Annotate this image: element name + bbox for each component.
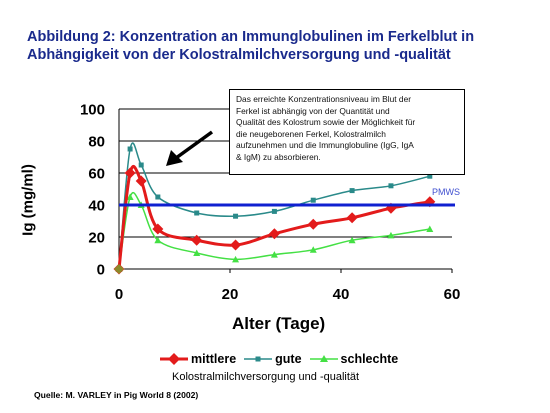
- legend-swatch-gute: [244, 356, 273, 362]
- note-line: Ferkel ist abhängig von der Quantität un…: [236, 105, 390, 116]
- note-line: aufzunehmen und die Immunglobuline (IgG,…: [236, 140, 414, 150]
- data-point-schlechte: [348, 236, 356, 244]
- data-point-schlechte: [309, 246, 317, 253]
- series-layer: [113, 142, 436, 275]
- data-point-mittlere: [135, 175, 147, 187]
- legend-label-mittlere: mittlere: [191, 352, 237, 366]
- legend: mittlere gute schlechte: [160, 352, 406, 366]
- x-tick-label: 20: [222, 286, 239, 303]
- y-tick-label: 20: [88, 230, 105, 247]
- note-line: & IgM) zu absorbieren.: [236, 151, 321, 162]
- data-point-gute: [127, 146, 133, 152]
- arrow-shaft: [174, 130, 214, 160]
- title-line-1: Abbildung 2: Konzentration an Immunglobu…: [27, 29, 475, 45]
- data-point-schlechte: [232, 255, 240, 263]
- origin-marker: [114, 264, 124, 274]
- pmws-reference: PMWS: [119, 187, 460, 207]
- data-point-mittlere: [191, 234, 203, 246]
- note-line: Das erreichte Konzentrationsniveau im Bl…: [236, 94, 412, 104]
- y-tick-label: 100: [80, 102, 105, 119]
- x-axis-label: Alter (Tage): [232, 314, 326, 333]
- data-point-mittlere: [124, 167, 136, 179]
- data-point-mittlere: [307, 218, 319, 230]
- y-axis-label: Ig (mg/ml): [19, 164, 37, 236]
- data-point-mittlere: [152, 223, 164, 235]
- legend-caption: Kolostralmilchversorgung und -qualität: [172, 371, 360, 383]
- data-point-mittlere: [268, 228, 280, 240]
- data-point-schlechte: [193, 249, 201, 256]
- data-point-schlechte: [426, 225, 434, 232]
- y-tick-label: 0: [97, 262, 105, 279]
- annotation-box: Das erreichte Konzentrationsniveau im Bl…: [229, 89, 465, 175]
- pmws-label: PMWS: [432, 187, 460, 197]
- data-point-gute: [271, 208, 277, 214]
- x-tick-label: 60: [444, 286, 461, 303]
- y-tick-label: 60: [88, 166, 105, 183]
- title-line-2: Abhängigkeit von der Kolostralmilchverso…: [27, 47, 451, 63]
- data-point-gute: [155, 194, 161, 200]
- data-point-schlechte: [154, 236, 162, 244]
- data-point-gute: [194, 210, 200, 216]
- chart-title: Abbildung 2: Konzentration an Immunglobu…: [27, 28, 542, 64]
- legend-item-gute: gute: [244, 352, 302, 366]
- legend-swatch-mittlere: [160, 353, 188, 365]
- y-tick-label: 80: [88, 134, 105, 151]
- data-point-gute: [388, 183, 394, 189]
- legend-label-schlechte: schlechte: [340, 352, 399, 366]
- data-point-schlechte: [126, 193, 134, 200]
- legend-swatch-schlechte: [309, 355, 338, 362]
- data-point-gute: [138, 162, 144, 168]
- annotation-arrow: [166, 130, 214, 166]
- data-point-gute: [427, 173, 433, 179]
- source-citation: Quelle: M. VARLEY in Pig World 8 (2002): [34, 390, 199, 400]
- data-point-gute: [349, 188, 355, 194]
- data-point-mittlere: [230, 239, 242, 251]
- y-tick-label: 40: [88, 198, 105, 215]
- data-point-schlechte: [387, 231, 395, 239]
- data-point-mittlere: [346, 212, 358, 224]
- note-line: Qualität des Kolostrum sowie der Möglich…: [236, 117, 416, 127]
- legend-label-gute: gute: [275, 352, 302, 366]
- legend-item-schlechte: schlechte: [309, 352, 399, 366]
- x-tick-label: 0: [115, 286, 123, 303]
- note-line: die neugeborenen Ferkel, Kolostralmilch: [236, 128, 386, 139]
- x-tick-label: 40: [333, 286, 350, 303]
- arrow-head: [166, 150, 183, 166]
- data-point-schlechte: [270, 251, 278, 258]
- legend-item-mittlere: mittlere: [160, 352, 236, 366]
- data-point-gute: [233, 213, 239, 219]
- axes: 0 20 40 60 80 100 0 20 40 60: [80, 102, 460, 304]
- data-point-gute: [310, 197, 316, 203]
